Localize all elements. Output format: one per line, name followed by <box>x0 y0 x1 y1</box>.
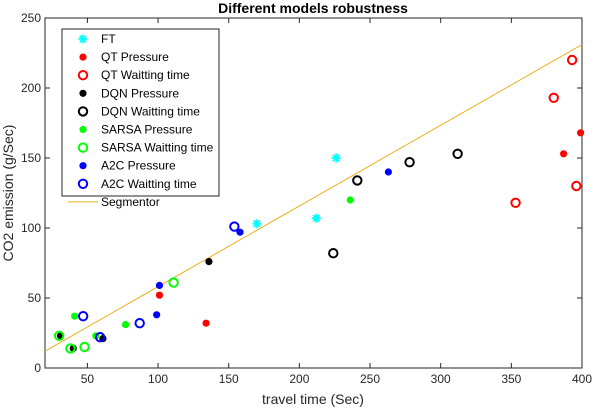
x-tick-label: 300 <box>431 372 451 386</box>
qt-waitting-time-point <box>571 180 582 192</box>
legend-marker <box>77 106 89 117</box>
dqn-waitting-time-point <box>452 148 463 160</box>
legend-marker <box>77 70 89 81</box>
legend-label: FT <box>101 32 116 46</box>
legend-item-dqn-waitting-time: DQN Waitting time <box>77 104 200 118</box>
legend-item-sarsa-pressure: SARSA Pressure <box>79 123 193 137</box>
dqn-waitting-time-point <box>352 175 363 186</box>
legend-item-qt-waitting-time: QT Waitting time <box>77 68 190 82</box>
dqn-waitting-time-point <box>328 248 339 259</box>
segmentor-line <box>44 44 583 352</box>
qt-waitting-time-point <box>510 197 521 209</box>
qt-waitting-time-point <box>566 54 578 66</box>
a2c-waitting-time-point <box>94 332 106 343</box>
x-tick-label: 200 <box>289 372 309 386</box>
y-tick-label: 250 <box>21 11 41 25</box>
qt-pressure-point <box>576 129 585 137</box>
y-tick-label: 100 <box>21 221 41 235</box>
y-tick-label: 200 <box>21 81 41 95</box>
legend-marker <box>79 53 87 61</box>
legend-label: Segmentor <box>101 195 160 209</box>
legend: FT QT Pressure QT Waitting time DQN Pressur… <box>61 28 220 209</box>
legend-label: A2C Pressure <box>101 159 176 173</box>
y-tick-label: 0 <box>34 361 41 375</box>
a2c-waitting-time-point <box>134 318 145 329</box>
legend-label: A2C Waitting time <box>101 177 197 191</box>
legend-item-segmentor: Segmentor <box>68 195 160 209</box>
y-tick-label: 50 <box>28 291 42 305</box>
y-tick-label: 150 <box>21 151 41 165</box>
legend-item-a2c-pressure: A2C Pressure <box>79 159 176 173</box>
y-axis: 0 50 100 150 200 250 <box>21 11 582 375</box>
x-tick-label: 350 <box>501 372 521 386</box>
a2c-pressure-point <box>384 168 392 176</box>
legend-label: DQN Waitting time <box>101 104 200 118</box>
sarsa-waitting-time-point <box>65 343 76 354</box>
qt-pressure-point <box>155 291 164 299</box>
markers-layer <box>53 54 585 354</box>
legend-item-sarsa-waitting-time: SARSA Waitting time <box>77 141 214 155</box>
segmentor-layer <box>44 44 583 352</box>
legend-item-qt-pressure: QT Pressure <box>79 50 169 64</box>
a2c-waitting-time-point <box>229 221 240 232</box>
ft-point <box>252 219 262 229</box>
sarsa-pressure-point <box>346 196 354 204</box>
chart-title: Different models robustness <box>218 0 408 16</box>
legend-marker <box>78 34 88 44</box>
sarsa-waitting-time-point <box>53 330 65 341</box>
ft-point <box>311 213 321 223</box>
x-tick-label: 250 <box>360 372 380 386</box>
x-tick-label: 150 <box>219 372 239 386</box>
x-axis-label: travel time (Sec) <box>262 391 364 407</box>
sarsa-waitting-time-point <box>79 341 90 353</box>
a2c-waitting-time-point <box>77 311 89 322</box>
x-axis: 50 100 150 200 250 300 350 400 <box>81 18 592 386</box>
x-tick-label: 400 <box>572 372 592 386</box>
legend-marker <box>77 142 89 153</box>
legend-label: QT Pressure <box>101 50 169 64</box>
legend-box <box>61 28 220 197</box>
sarsa-pressure-point <box>121 321 130 329</box>
x-tick-label: 50 <box>81 372 95 386</box>
ft-point <box>331 153 341 163</box>
sarsa-waitting-time-point <box>168 277 179 288</box>
sarsa-pressure-point <box>71 312 79 320</box>
dqn-waitting-time-point <box>404 157 415 168</box>
qt-pressure-point <box>560 150 568 158</box>
a2c-pressure-point <box>236 228 244 236</box>
legend-item-a2c-waitting-time: A2C Waitting time <box>77 177 197 191</box>
a2c-pressure-point <box>153 311 161 319</box>
legend-marker <box>79 89 87 97</box>
legend-marker <box>79 162 87 170</box>
legend-marker <box>77 178 89 190</box>
legend-label: QT Waitting time <box>101 68 190 82</box>
legend-label: SARSA Waitting time <box>101 141 214 155</box>
qt-waitting-time-point <box>548 92 559 104</box>
a2c-pressure-point <box>155 281 164 289</box>
qt-pressure-point <box>202 319 210 327</box>
legend-item-dqn-pressure: DQN Pressure <box>79 86 179 100</box>
y-axis-label: CO2 emission (g/Sec) <box>0 125 16 262</box>
dqn-pressure-point <box>205 258 213 266</box>
legend-label: SARSA Pressure <box>101 123 193 137</box>
x-tick-label: 100 <box>148 372 168 386</box>
legend-item-ft: FT <box>78 32 116 46</box>
legend-marker <box>79 125 87 134</box>
legend-label: DQN Pressure <box>101 86 179 100</box>
